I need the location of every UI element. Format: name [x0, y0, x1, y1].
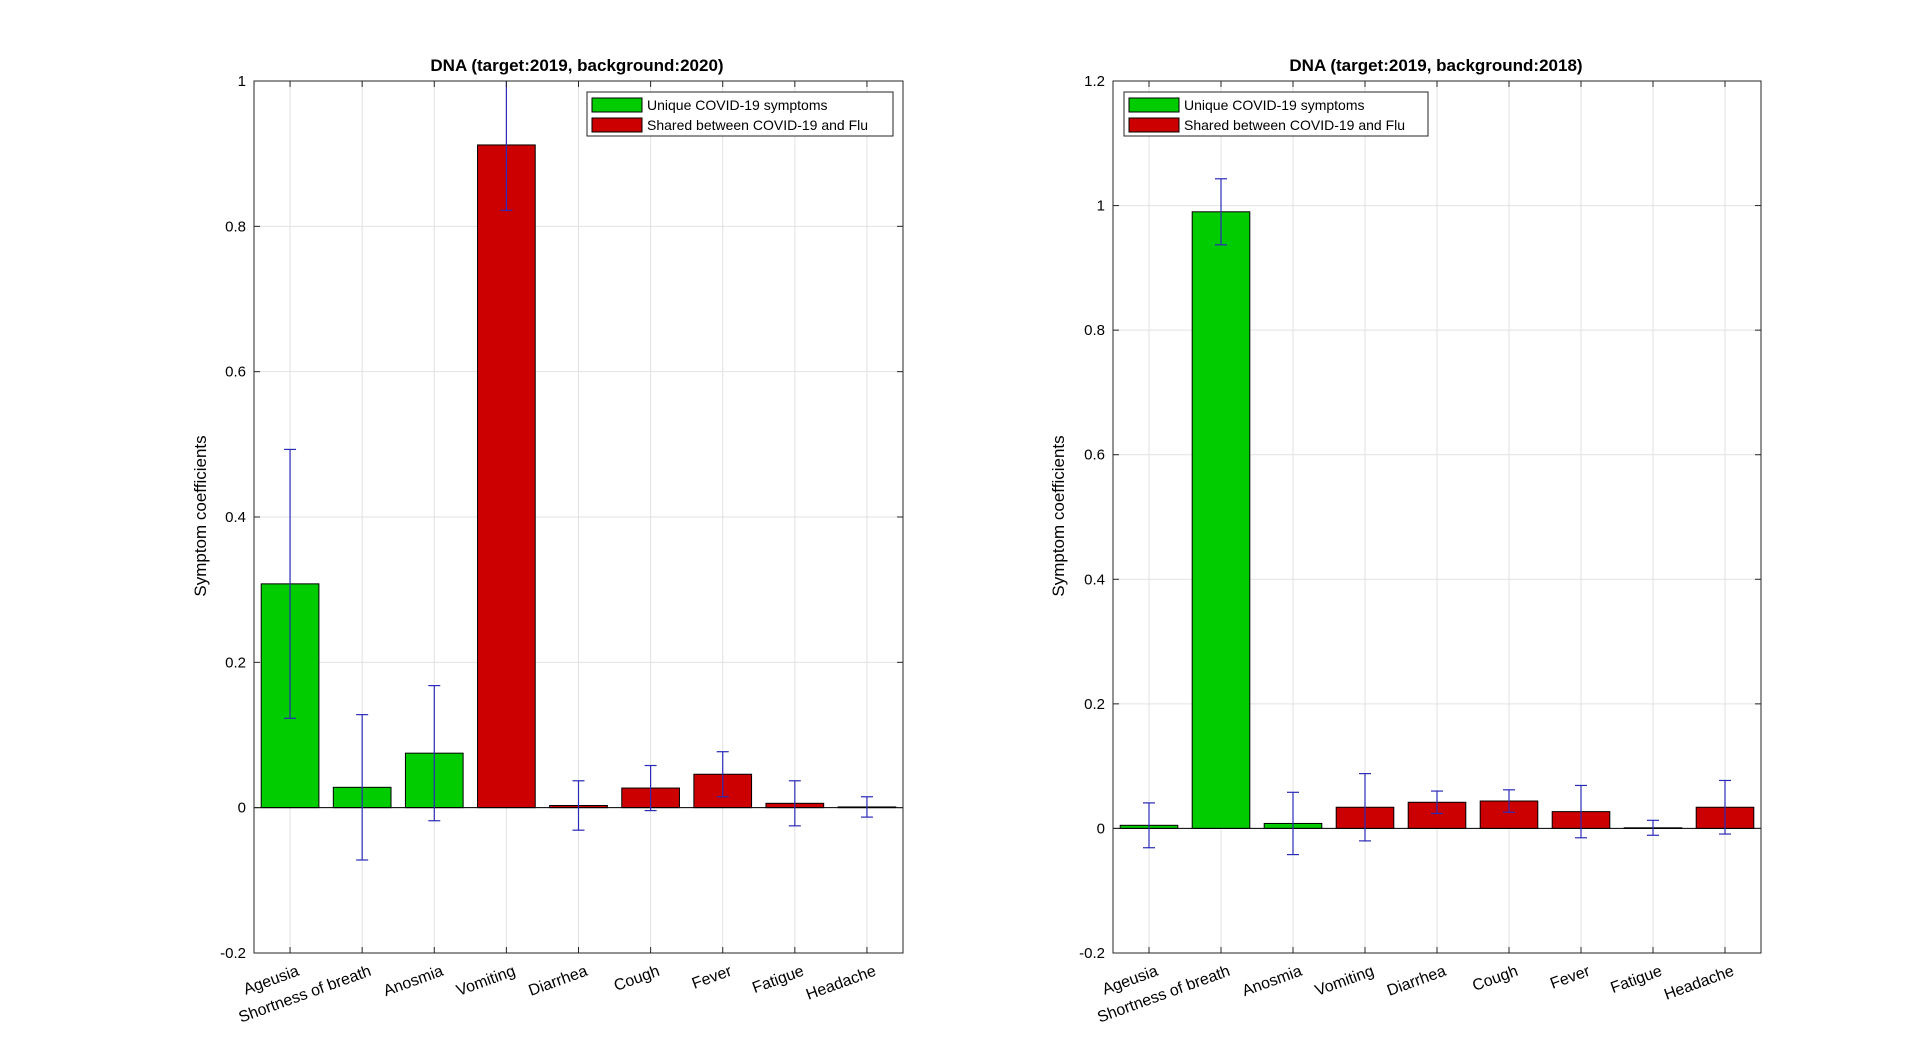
error-bar	[1647, 819, 1659, 836]
error-bars	[284, 81, 873, 861]
error-bar	[1719, 779, 1731, 835]
y-axis-label: Symptom coefficients	[1049, 435, 1068, 596]
legend-swatch-shared	[591, 117, 643, 133]
y-tick-label: -0.2	[220, 945, 246, 962]
error-bar	[500, 81, 513, 211]
y-tick-label: 0.6	[1084, 447, 1105, 464]
y-tick-label: 1	[238, 73, 246, 90]
error-bar	[1503, 789, 1515, 813]
legend-label-unique: Unique COVID-19 symptoms	[647, 97, 828, 113]
y-tick-labels: -0.2 0 0.2 0.4 0.6 0.8 1	[220, 73, 246, 962]
error-bar	[644, 764, 657, 812]
error-bar	[1215, 178, 1227, 246]
legend-swatch-unique	[1128, 97, 1180, 113]
error-bar	[788, 780, 801, 827]
legend-swatch-shared	[1128, 117, 1180, 133]
axes	[1112, 80, 1762, 954]
bar-vomiting	[477, 144, 536, 809]
y-axis-label: Symptom coefficients	[191, 435, 210, 596]
error-bar	[356, 714, 369, 861]
bars	[254, 144, 903, 809]
y-tick-label: 0.6	[225, 364, 246, 381]
y-tick-label: 0.2	[225, 654, 246, 671]
y-tick-label: 0.8	[1084, 322, 1105, 339]
y-tick-label: 0.2	[1084, 696, 1105, 713]
y-tick-label: 0.4	[1084, 571, 1105, 588]
error-bar	[716, 751, 729, 798]
error-bar	[572, 780, 585, 831]
error-bar	[1287, 791, 1299, 856]
y-tick-label: 0.4	[225, 509, 246, 526]
error-bar	[1431, 790, 1443, 815]
y-tick-labels: -0.2 0 0.2 0.4 0.6 0.8 1 1.2	[1079, 73, 1105, 962]
error-bar	[1143, 802, 1155, 849]
legend-label-unique: Unique COVID-19 symptoms	[1184, 97, 1365, 113]
error-bar	[284, 448, 297, 719]
legend: Unique COVID-19 symptoms Shared between C…	[1123, 91, 1429, 137]
y-tick-label: 0	[1097, 820, 1105, 837]
y-tick-label: 1.2	[1084, 73, 1105, 90]
error-bar	[428, 684, 441, 822]
chart-title: DNA (target:2019, background:2018)	[1289, 56, 1582, 75]
y-tick-label: 0.8	[225, 218, 246, 235]
chart-title: DNA (target:2019, background:2020)	[430, 56, 723, 75]
error-bar	[1575, 784, 1587, 839]
legend-label-shared: Shared between COVID-19 and Flu	[647, 117, 868, 133]
bar-shortness-of-breath	[1191, 211, 1251, 829]
axes	[253, 80, 904, 954]
legend-label-shared: Shared between COVID-19 and Flu	[1184, 117, 1405, 133]
y-tick-label: -0.2	[1079, 945, 1105, 962]
y-tick-label: 1	[1097, 198, 1105, 215]
legend-swatch-unique	[591, 97, 643, 113]
error-bar	[1359, 773, 1371, 842]
legend: Unique COVID-19 symptoms Shared between C…	[586, 91, 894, 137]
error-bar	[860, 796, 873, 818]
error-bars	[1143, 178, 1731, 856]
y-tick-label: 0	[238, 800, 246, 817]
